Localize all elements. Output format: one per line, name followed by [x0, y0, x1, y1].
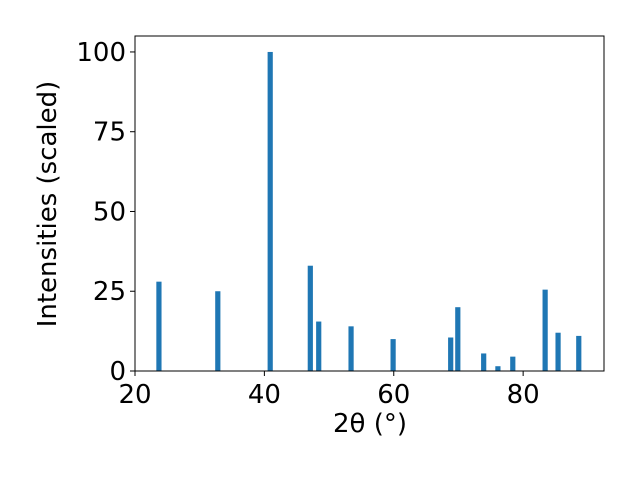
plot-frame	[134, 35, 605, 372]
x-tick-label: 80	[507, 380, 540, 410]
bar	[156, 281, 162, 371]
bar	[448, 337, 454, 371]
y-tick-label: 100	[76, 38, 126, 68]
x-tick-label: 40	[248, 380, 281, 410]
y-tick-label: 0	[109, 357, 126, 387]
bar	[348, 326, 354, 371]
y-axis-label: Intensities (scaled)	[33, 81, 63, 328]
bar	[510, 356, 516, 371]
bar	[316, 321, 322, 371]
bar	[267, 51, 273, 371]
bar	[481, 353, 487, 371]
bar	[542, 289, 548, 371]
bar	[576, 335, 582, 371]
bar	[495, 366, 501, 371]
bar	[215, 291, 221, 371]
y-tick-label: 50	[93, 197, 126, 227]
bar	[455, 307, 461, 371]
x-tick-label: 60	[377, 380, 410, 410]
x-tick-label: 20	[118, 380, 151, 410]
bar	[390, 339, 396, 371]
bar	[555, 332, 561, 371]
y-tick-label: 25	[93, 277, 126, 307]
bar	[307, 265, 313, 371]
y-tick-label: 75	[93, 118, 126, 148]
x-axis-label: 2θ (°)	[333, 409, 407, 439]
